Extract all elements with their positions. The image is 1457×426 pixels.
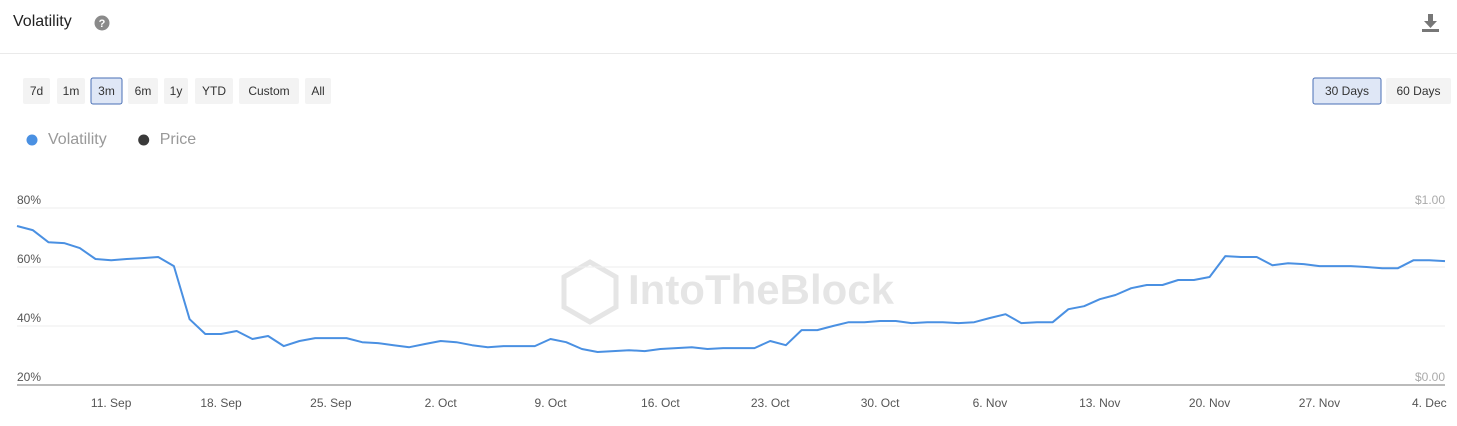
legend-label[interactable]: Volatility	[48, 131, 107, 148]
range-button[interactable]: All	[305, 78, 331, 104]
range-button[interactable]: 3m	[90, 77, 123, 105]
chart-title: Volatility	[13, 13, 72, 30]
button-label[interactable]: 1m	[63, 84, 80, 98]
y2-tick-label: $0.00	[1415, 370, 1445, 384]
legend-item[interactable]: Price	[138, 131, 196, 148]
button-bg[interactable]	[128, 78, 158, 104]
button-label[interactable]: 1y	[170, 84, 183, 98]
range-button[interactable]: 7d	[23, 78, 50, 104]
button-label[interactable]: 30 Days	[1325, 84, 1369, 98]
x-tick-label: 30. Oct	[861, 396, 900, 410]
y-tick-label: 60%	[17, 252, 41, 266]
x-tick-label: 9. Oct	[535, 396, 568, 410]
range-button[interactable]: 30 Days	[1312, 77, 1382, 105]
x-tick-label: 11. Sep	[91, 396, 132, 410]
x-tick-label: 6. Nov	[973, 396, 1008, 410]
y-tick-label: 80%	[17, 193, 41, 207]
range-button[interactable]: 60 Days	[1386, 78, 1451, 104]
x-tick-label: 27. Nov	[1299, 396, 1340, 410]
button-label[interactable]: 60 Days	[1396, 84, 1440, 98]
x-tick-label: 2. Oct	[425, 396, 458, 410]
range-button[interactable]: 1m	[57, 78, 85, 104]
button-bg[interactable]	[23, 78, 50, 104]
legend-item[interactable]: Volatility	[26, 131, 107, 148]
x-tick-label: 23. Oct	[751, 396, 790, 410]
legend-marker[interactable]	[138, 134, 150, 146]
button-label[interactable]: All	[311, 84, 324, 98]
button-label[interactable]: YTD	[202, 84, 226, 98]
button-label[interactable]: Custom	[248, 84, 289, 98]
button-label[interactable]: 3m	[98, 84, 115, 98]
button-bg[interactable]	[1312, 77, 1382, 105]
series-line	[16, 225, 1446, 353]
help-icon[interactable]: ?	[94, 15, 110, 31]
range-button[interactable]: Custom	[239, 78, 299, 104]
button-bg[interactable]	[164, 78, 188, 104]
download-icon[interactable]	[1422, 14, 1439, 32]
legend-marker[interactable]	[26, 134, 38, 146]
x-tick-label: 18. Sep	[200, 396, 242, 410]
x-tick-label: 13. Nov	[1079, 396, 1120, 410]
range-button[interactable]: 1y	[164, 78, 188, 104]
button-bg[interactable]	[1386, 78, 1451, 104]
legend-label[interactable]: Price	[160, 131, 197, 148]
y-tick-label: 40%	[17, 311, 41, 325]
watermark-text: IntoTheBlock	[628, 266, 895, 313]
x-tick-label: 25. Sep	[310, 396, 352, 410]
button-bg[interactable]	[195, 78, 233, 104]
x-tick-label: 4. Dec	[1412, 396, 1447, 410]
button-bg[interactable]	[239, 78, 299, 104]
button-label[interactable]: 7d	[30, 84, 43, 98]
x-tick-label: 16. Oct	[641, 396, 680, 410]
button-bg[interactable]	[305, 78, 331, 104]
button-label[interactable]: 6m	[135, 84, 152, 98]
y-tick-label: 20%	[17, 370, 41, 384]
button-bg[interactable]	[57, 78, 85, 104]
button-bg[interactable]	[90, 77, 123, 105]
svg-text:?: ?	[99, 18, 106, 30]
y2-tick-label: $1.00	[1415, 193, 1445, 207]
range-button[interactable]: YTD	[195, 78, 233, 104]
watermark: IntoTheBlock	[561, 259, 895, 325]
x-tick-label: 20. Nov	[1189, 396, 1230, 410]
range-button[interactable]: 6m	[128, 78, 158, 104]
